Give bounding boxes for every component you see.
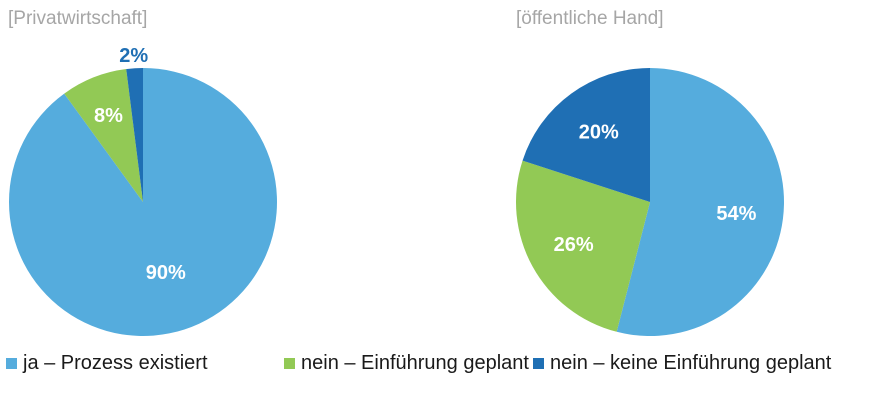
pie-label-privatwirtschaft-nein-geplant: 8% [94,105,123,127]
legend-label-ja: ja – Prozess existiert [23,352,208,374]
pie-slice-oeffentliche-hand-nein-keine [522,68,650,202]
legend-swatch-ja [6,358,17,369]
legend-swatch-nein-geplant [284,358,295,369]
pie-slice-privatwirtschaft-nein-keine [126,68,143,202]
legend-label-nein-keine: nein – keine Einführung geplant [550,352,832,374]
pie-slice-oeffentliche-hand-ja [616,68,785,336]
chart-title-privatwirtschaft: [Privatwirtschaft] [8,8,148,29]
legend-swatch-nein-keine [533,358,544,369]
legend: ja – Prozess existiert nein – Einführung… [6,352,877,378]
pie-slice-privatwirtschaft-nein-geplant [64,69,143,202]
pie-label-oeffentliche-hand-nein-geplant: 26% [554,234,594,256]
pie-slice-oeffentliche-hand-nein-geplant [516,160,650,332]
pie-label-oeffentliche-hand-nein-keine: 20% [579,122,619,144]
pie-label-privatwirtschaft-nein-keine: 2% [119,45,148,67]
pie-label-oeffentliche-hand-ja: 54% [716,203,756,225]
legend-item-nein-keine: nein – keine Einführung geplant [533,352,831,375]
pie-chart-privatwirtschaft: 90% 8% 2% [8,45,278,336]
legend-label-nein-geplant: nein – Einführung geplant [301,352,529,374]
pie-chart-oeffentliche-hand: 54% 26% 20% [516,68,785,336]
legend-item-ja: ja – Prozess existiert [6,352,208,375]
pie-label-privatwirtschaft-ja: 90% [146,262,186,284]
legend-item-nein-geplant: nein – Einführung geplant [284,352,529,375]
chart-title-oeffentliche-hand: [öffentliche Hand] [516,8,664,29]
